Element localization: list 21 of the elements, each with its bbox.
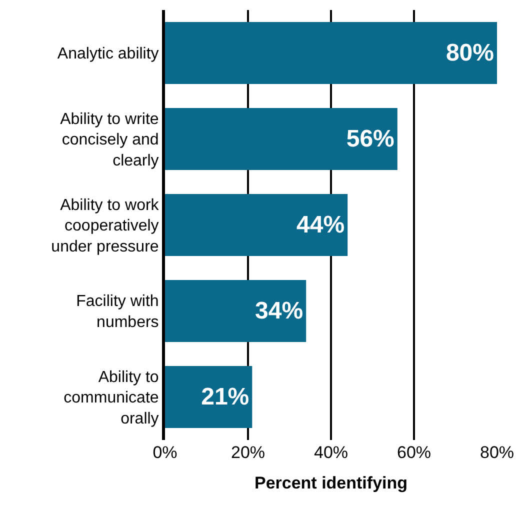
- x-tick-label: 40%: [314, 443, 348, 462]
- y-tick-label: Ability to communicate orally: [64, 368, 159, 428]
- bar: [165, 194, 348, 256]
- data-label: 80%: [446, 40, 494, 66]
- bar: [165, 22, 497, 84]
- data-label: 21%: [201, 384, 250, 410]
- x-tick-label: 80%: [480, 443, 514, 462]
- data-label: 34%: [255, 298, 304, 324]
- y-tick-label: Analytic ability: [57, 46, 159, 63]
- bar: [165, 366, 252, 428]
- bar: [165, 108, 398, 170]
- y-tick-label: Facility with numbers: [76, 293, 159, 331]
- x-tick-label: 20%: [230, 443, 266, 462]
- y-tick-label: Ability to write concisely and clearly: [60, 110, 159, 170]
- data-label: 56%: [346, 126, 394, 152]
- data-label: 44%: [296, 212, 345, 238]
- x-axis-title: Percent identifying: [254, 473, 408, 492]
- y-tick-label: Ability to work cooperatively under pressure: [51, 196, 160, 256]
- x-tick-label: 60%: [396, 443, 432, 462]
- bar: [165, 280, 306, 342]
- x-tick-label: 0%: [152, 443, 178, 462]
